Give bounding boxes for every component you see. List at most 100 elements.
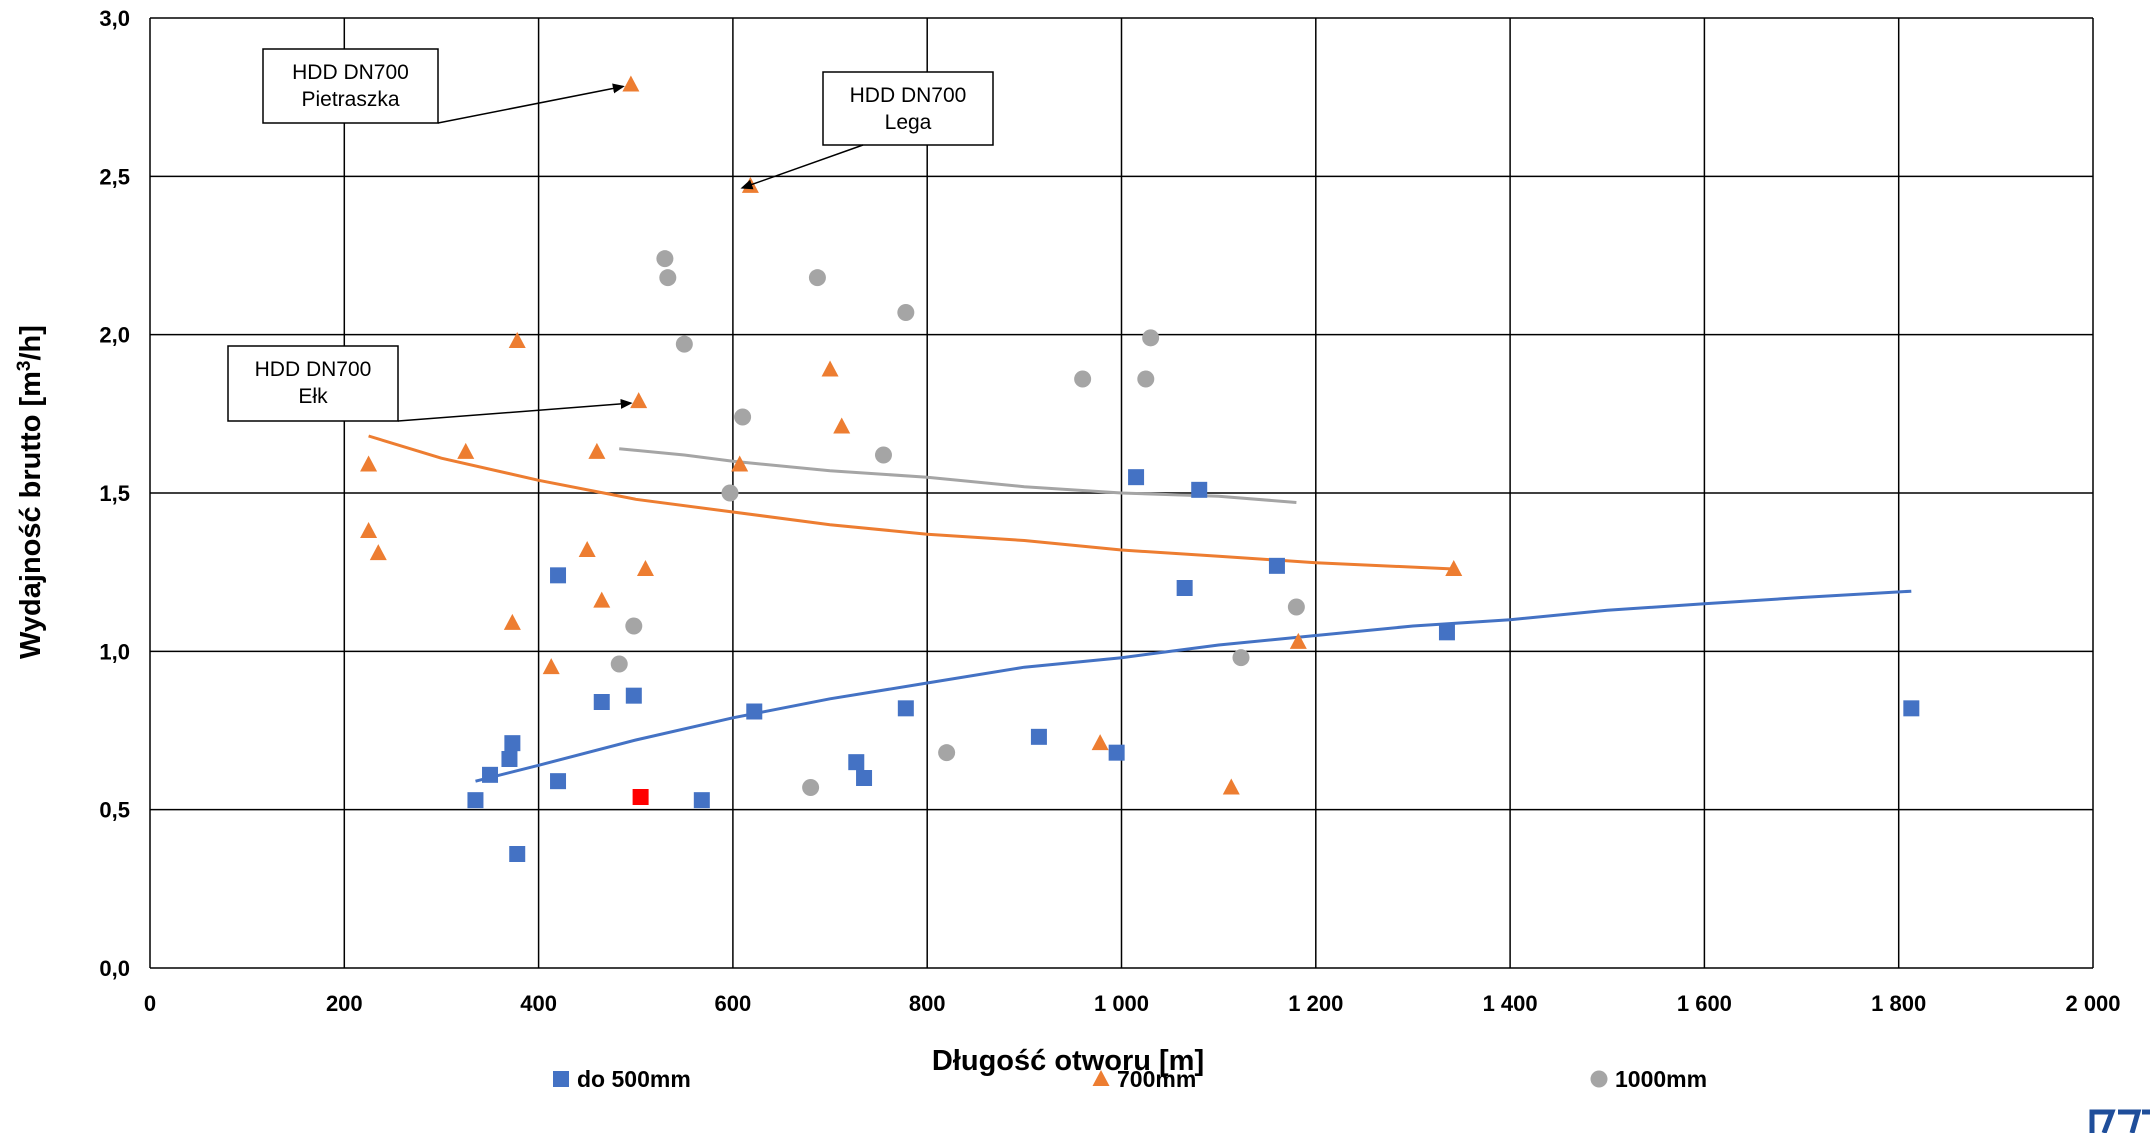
- x-tick-label: 1 000: [1094, 991, 1149, 1016]
- data-point: [503, 613, 521, 630]
- data-point: [1074, 370, 1092, 388]
- annotation-box: [227, 345, 399, 422]
- x-tick-label: 800: [909, 991, 946, 1016]
- data-point: [848, 754, 865, 771]
- data-point: [593, 591, 611, 608]
- y-tick-label: 2,0: [99, 323, 130, 348]
- data-point: [588, 442, 606, 459]
- data-point: [1268, 557, 1285, 574]
- x-tick-label: 2 000: [2065, 991, 2120, 1016]
- x-tick-label: 600: [715, 991, 752, 1016]
- legend-marker: [1590, 1070, 1608, 1088]
- annotation-text: Pietraszka: [301, 88, 399, 111]
- annotation-box: [822, 71, 994, 146]
- data-point: [369, 544, 387, 561]
- x-tick-label: 200: [326, 991, 363, 1016]
- trendline: [619, 447, 1297, 504]
- data-point: [636, 560, 654, 576]
- y-axis-title: Wydajność brutto [m3/h]: [14, 325, 48, 659]
- data-point: [508, 332, 526, 348]
- y-tick-label: 1,5: [99, 481, 130, 506]
- data-point: [721, 484, 739, 502]
- data-point: [457, 442, 475, 459]
- legend-label: do 500mm: [577, 1066, 691, 1092]
- legend-marker: [1092, 1070, 1110, 1086]
- data-point: [874, 446, 892, 464]
- data-point: [1232, 649, 1250, 667]
- annotation-arrow: [740, 144, 864, 190]
- data-point: [550, 567, 567, 584]
- data-point: [1030, 728, 1047, 745]
- x-axis-title: Długość otworu [m]: [932, 1045, 1204, 1077]
- data-point: [659, 269, 677, 287]
- data-point: [625, 617, 643, 635]
- data-point: [746, 703, 763, 720]
- data-point: [1903, 700, 1920, 717]
- tick-labels: 0,0 0,5 1,0 1,5 2,0 2,5 3,0 0 200 400 600 800 1 000 1…: [99, 6, 2120, 1016]
- data-point: [675, 335, 693, 353]
- annotation-text: HDD DN700: [850, 84, 967, 107]
- data-point: [509, 846, 526, 862]
- y-tick-label: 3,0: [99, 6, 130, 31]
- data-point: [1445, 560, 1463, 576]
- data-point: [856, 770, 873, 786]
- logo-icon: [2089, 1109, 2150, 1133]
- x-tick-label: 1 800: [1871, 991, 1926, 1016]
- data-point: [578, 541, 596, 557]
- data-point: [833, 417, 851, 434]
- x-tick-label: 400: [520, 991, 557, 1016]
- data-point: [625, 687, 642, 704]
- data-point: [504, 735, 521, 752]
- annotation-callout: HDD DN700 Lega: [740, 71, 994, 190]
- y-axis-title-main: Wydajność brutto [m: [15, 371, 47, 659]
- highlight-point: [632, 789, 649, 805]
- data-point: [656, 250, 674, 268]
- legend-label: 700mm: [1117, 1066, 1196, 1092]
- data-point: [897, 304, 915, 321]
- data-point: [1142, 329, 1160, 347]
- annotation-text: HDD DN700: [255, 358, 372, 381]
- data-point: [1289, 632, 1307, 649]
- data-point: [482, 766, 499, 783]
- y-tick-label: 1,0: [99, 639, 130, 664]
- data-point: [1287, 598, 1305, 616]
- data-point: [610, 655, 628, 673]
- y-axis-title-sup: 3: [14, 360, 35, 371]
- data-point: [1222, 778, 1240, 795]
- data-point: [1438, 624, 1455, 641]
- y-axis-title-end: /h]: [15, 325, 47, 360]
- legend: do 500mm 700mm 1000mm: [553, 1066, 1707, 1092]
- annotation-callout: HDD DN700 Pietraszka: [262, 48, 625, 124]
- annotation-callout: HDD DN700 Ełk: [227, 345, 633, 422]
- trendline: [368, 434, 1454, 571]
- data-point: [360, 522, 378, 538]
- x-tick-label: 1 400: [1483, 991, 1538, 1016]
- data-point: [467, 792, 484, 809]
- data-point: [734, 408, 752, 426]
- data-point: [693, 792, 710, 809]
- data-point: [1191, 481, 1208, 498]
- data-point: [1176, 580, 1193, 596]
- annotation-arrow: [437, 83, 625, 124]
- legend-marker: [553, 1071, 569, 1087]
- y-tick-label: 0,0: [99, 956, 130, 981]
- data-points: [360, 75, 1920, 862]
- trendline: [475, 589, 1912, 783]
- data-point: [501, 751, 518, 767]
- data-point: [897, 700, 914, 717]
- x-tick-label: 1 600: [1677, 991, 1732, 1016]
- x-tick-label: 1 200: [1288, 991, 1343, 1016]
- trendlines: [368, 434, 1912, 783]
- annotation-text: Ełk: [298, 385, 328, 408]
- data-point: [1108, 744, 1125, 761]
- data-point: [1091, 734, 1109, 751]
- y-tick-label: 2,5: [99, 164, 130, 189]
- data-point: [938, 744, 956, 762]
- data-point: [360, 455, 378, 472]
- annotation-arrow: [397, 398, 633, 422]
- x-tick-label: 0: [144, 991, 156, 1016]
- data-point: [1128, 469, 1145, 486]
- data-point: [1137, 370, 1155, 388]
